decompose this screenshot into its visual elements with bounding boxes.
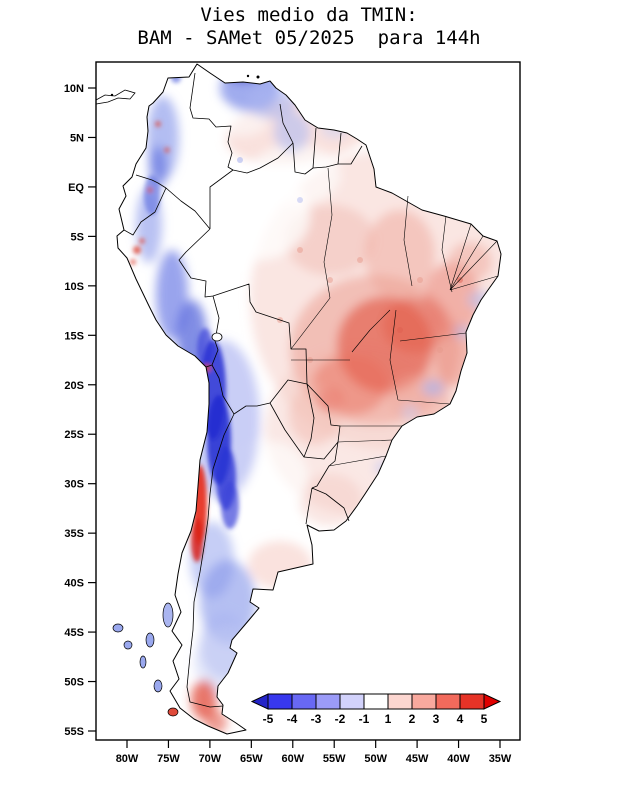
lon-tick-label: 55W xyxy=(323,753,346,765)
colorbar-label: 3 xyxy=(433,712,440,726)
colorbar-segment xyxy=(315,693,341,710)
lon-tick-label: 35W xyxy=(489,753,512,765)
colorbar-label: -4 xyxy=(287,712,298,726)
lat-tick-label: 50S xyxy=(64,677,84,689)
figure-title-line1: Vies medio da TMIN: xyxy=(200,4,418,26)
colorbar: -5 -4 -3 -2 -1 1 2 3 4 5 xyxy=(250,693,502,726)
colorbar-label: -3 xyxy=(311,712,322,726)
colorbar-right-arrow xyxy=(483,693,502,710)
lake-titicaca xyxy=(211,332,223,342)
lat-tick-label: 40S xyxy=(64,578,84,590)
lat-tick-label: 20S xyxy=(64,380,84,392)
plot-frame xyxy=(95,61,521,741)
colorbar-segment xyxy=(363,693,389,710)
lat-tick-label: 5N xyxy=(70,132,84,144)
figure-title-line2: BAM - SAMet 05/2025 para 144h xyxy=(137,27,481,49)
colorbar-segment xyxy=(435,693,461,710)
lat-tick-label: 35S xyxy=(64,528,84,540)
lon-tick-label: 75W xyxy=(157,753,180,765)
lat-tick-label: 10N xyxy=(64,83,84,95)
panama-coast xyxy=(95,89,136,105)
colorbar-segment xyxy=(291,693,317,710)
lat-tick-label: 30S xyxy=(64,479,84,491)
lon-tick-label: 65W xyxy=(240,753,263,765)
colorbar-segment xyxy=(387,693,413,710)
colorbar-segment xyxy=(339,693,365,710)
lon-tick-label: 45W xyxy=(406,753,429,765)
caribbean-islands xyxy=(110,74,260,97)
lon-tick-label: 70W xyxy=(199,753,222,765)
lon-tick-label: 80W xyxy=(116,753,139,765)
lat-tick-label: 15S xyxy=(64,330,84,342)
colorbar-label: 2 xyxy=(409,712,416,726)
lon-tick-label: 40W xyxy=(447,753,470,765)
lon-tick-label: 50W xyxy=(364,753,387,765)
colorbar-segment xyxy=(267,693,293,710)
lon-tick-label: 60W xyxy=(281,753,304,765)
colorbar-label: 4 xyxy=(457,712,464,726)
lat-tick-label: 45S xyxy=(64,627,84,639)
latitude-axis: 10N 5N EQ 5S 10S 15S 20S 25S 30S 35S 40S 45S 50S 55S xyxy=(64,83,96,738)
colorbar-left-arrow xyxy=(250,693,269,710)
colorbar-segment xyxy=(459,693,485,710)
country-borders xyxy=(123,72,363,708)
colorbar-label: -5 xyxy=(263,712,274,726)
coastline xyxy=(116,63,502,735)
bias-color-field xyxy=(117,64,501,734)
lat-tick-label: 10S xyxy=(64,281,84,293)
lat-tick-label: 25S xyxy=(64,429,84,441)
colorbar-label: 1 xyxy=(385,712,392,726)
lat-tick-label: 55S xyxy=(64,726,84,738)
colorbar-label: -2 xyxy=(335,712,346,726)
colorbar-label: -1 xyxy=(359,712,370,726)
chilean-archipelago-islands xyxy=(112,602,179,717)
lat-tick-label: 5S xyxy=(71,231,84,243)
colorbar-label: 5 xyxy=(481,712,488,726)
longitude-axis: 80W 75W 70W 65W 60W 55W 50W 45W 40W 35W xyxy=(116,740,512,765)
state-borders xyxy=(290,167,499,467)
lat-tick-label: EQ xyxy=(68,182,84,194)
colorbar-segment xyxy=(411,693,437,710)
